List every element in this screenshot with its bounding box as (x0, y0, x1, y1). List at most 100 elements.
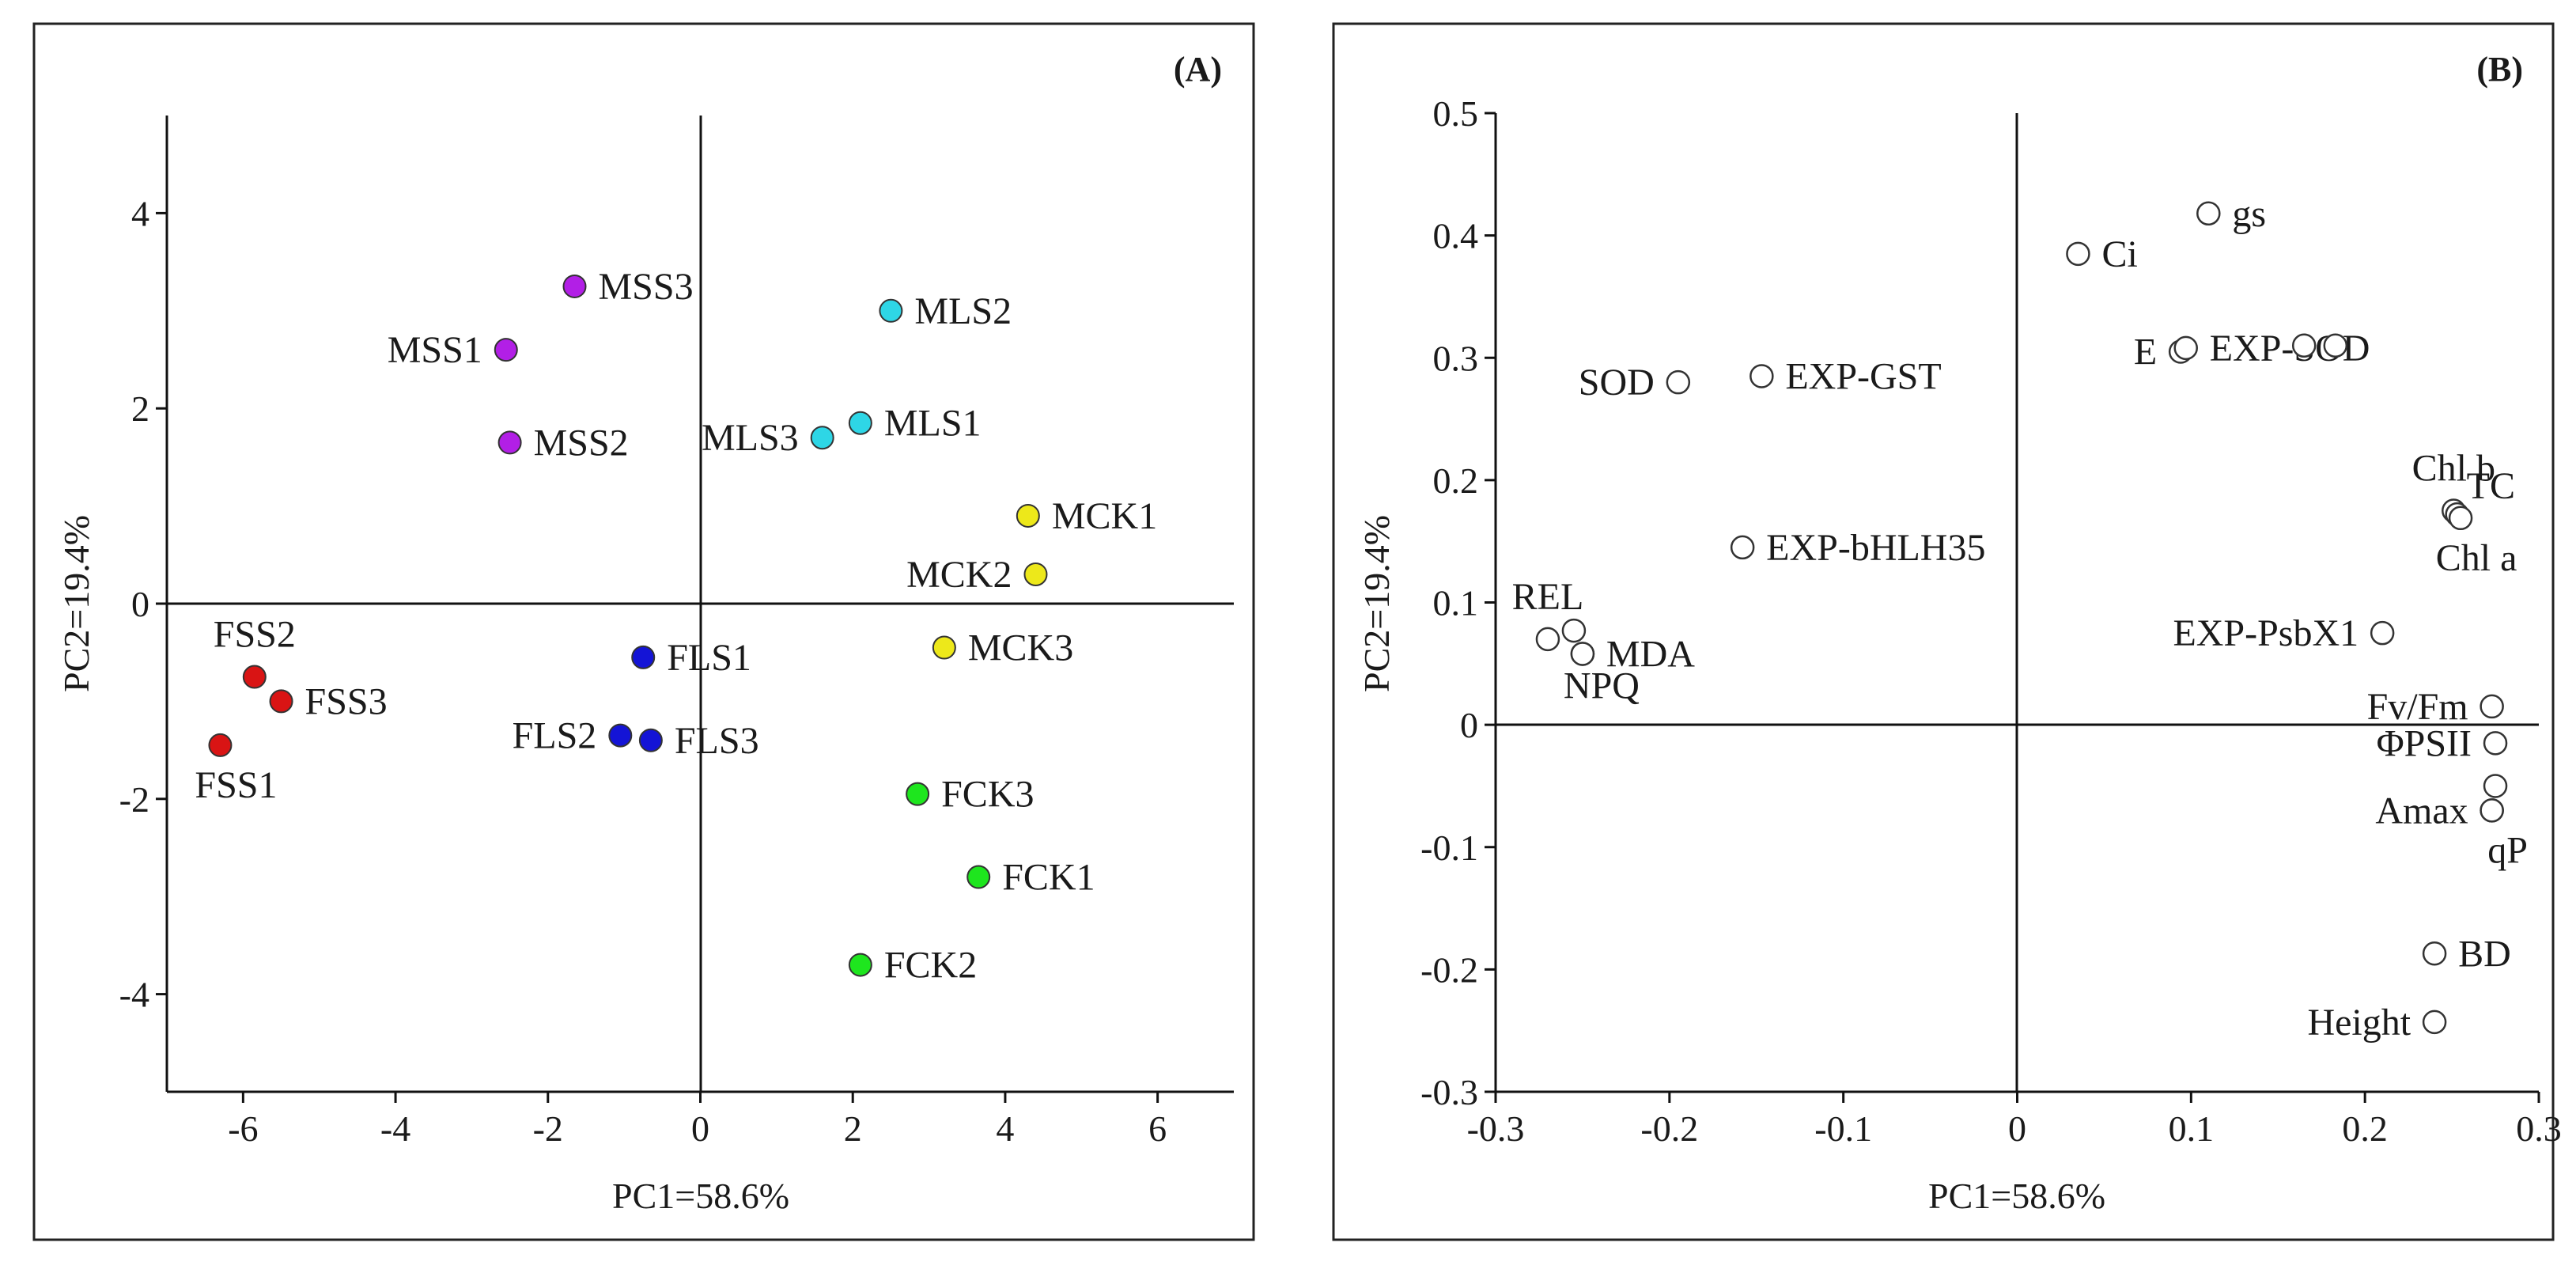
a-point-fck2 (848, 953, 872, 977)
a-point-fss3-label: FSS3 (305, 680, 388, 722)
b-xtick-label: 0 (2008, 1108, 2026, 1149)
a-point-fls2 (608, 723, 633, 748)
b-point-qp (2480, 798, 2504, 823)
a-point-mss2 (497, 430, 522, 455)
b-point-gs-label: gs (2232, 193, 2266, 235)
panel-b-loadings-plot: (B) -0.3 -0.2 -0.1 0 0.1 0.2 0.3 0.50.40.30.20… (1332, 22, 2562, 1241)
a-point-fck3 (906, 782, 930, 806)
a-ytick-label: 0 (131, 584, 149, 624)
b-point-rel (1535, 627, 1560, 652)
panel-a-y-label: PC2=19.4% (56, 515, 96, 692)
panel-a-x-ticks: -6 -4 -2 0 2 4 6 (228, 1092, 1167, 1149)
a-point-mss3 (562, 274, 587, 298)
b-point-bd-label: BD (2458, 933, 2511, 975)
b-point-e-label: E (2134, 331, 2157, 373)
b-ytick-label: -0.2 (1420, 949, 1478, 990)
b-point-unlabeled (1561, 618, 1587, 643)
b-xtick-label: -0.2 (1640, 1108, 1698, 1149)
b-point-psii (2483, 731, 2508, 756)
panel-a-frame (32, 22, 1255, 1241)
b-ytick-label: 0 (1460, 705, 1478, 745)
a-point-fls2-label: FLS2 (513, 715, 597, 757)
a-point-mck1 (1016, 503, 1040, 528)
a-point-mck3-label: MCK3 (968, 627, 1073, 669)
b-xtick-label: -0.1 (1814, 1108, 1872, 1149)
a-point-mls2 (879, 298, 903, 323)
b-point-gs (2196, 201, 2221, 226)
b-point-unlabeled (2323, 333, 2348, 358)
a-point-fls1 (631, 645, 656, 669)
b-point-npq (1570, 642, 1595, 666)
a-point-fls1-label: FLS1 (667, 637, 751, 679)
a-point-mls3-label: MLS3 (702, 417, 799, 459)
panel-b-label: (B) (2476, 50, 2523, 89)
a-point-mls1 (848, 411, 872, 435)
b-point-height (2422, 1010, 2447, 1035)
a-point-mck2-label: MCK2 (906, 554, 1012, 596)
a-xtick-label: -6 (228, 1108, 258, 1149)
b-point-npq-label: NPQ (1564, 665, 1640, 706)
panel-b-x-label: PC1=58.6% (1928, 1176, 2105, 1216)
a-ytick-label: 2 (131, 388, 149, 429)
b-point-ci (2066, 241, 2090, 267)
a-point-fls3-label: FLS3 (675, 720, 759, 762)
b-point-height-label: Height (2307, 1002, 2411, 1044)
b-point-mda-label: MDA (1606, 633, 1695, 675)
a-point-mck1-label: MCK1 (1052, 495, 1157, 537)
panel-a-x-label: PC1=58.6% (612, 1176, 789, 1216)
b-point-bd (2422, 941, 2447, 966)
a-point-fck2-label: FCK2 (884, 945, 977, 987)
panel-a-scores-plot: (A) -6 -4 -2 0 2 4 6 4 2 0 -2 -4 PC1=58.6% PC2=19.… (32, 22, 1255, 1241)
a-point-mss1-label: MSS1 (388, 329, 482, 371)
a-point-mck2 (1023, 562, 1048, 586)
a-point-mls3 (810, 426, 834, 450)
a-point-fck3-label: FCK3 (941, 774, 1034, 816)
b-ytick-label: -0.3 (1420, 1072, 1478, 1112)
a-point-mss3-label: MSS3 (599, 266, 694, 308)
a-xtick-label: 6 (1148, 1108, 1167, 1149)
a-point-mss1 (494, 338, 518, 362)
b-point-unlabeled (2483, 774, 2508, 798)
b-point-rel-label: REL (1512, 576, 1584, 618)
b-ytick-label: 0.4 (1433, 216, 1479, 256)
a-point-fls3 (638, 728, 663, 752)
a-xtick-label: -2 (533, 1108, 563, 1149)
b-point-fv-fm (2480, 694, 2504, 719)
b-point-exp-psbx1 (2370, 620, 2395, 646)
a-point-fss2 (242, 665, 267, 689)
b-point-chl-a-label: Chl a (2436, 537, 2517, 579)
a-point-fck1 (966, 865, 991, 889)
b-point-exp-bhlh35-label: EXP-bHLH35 (1766, 527, 1985, 569)
a-point-mls2-label: MLS2 (914, 290, 1012, 332)
a-xtick-label: 4 (996, 1108, 1014, 1149)
b-xtick-label: 0.2 (2342, 1108, 2388, 1149)
panel-a-y-ticks: 4 2 0 -2 -4 (119, 193, 167, 1015)
panel-b-y-ticks: 0.5 0.4 0.3 0.2 0.1 0 -0.1 -0.2 -0.3 (1420, 93, 1496, 1112)
b-point-sod-label: SOD (1579, 362, 1655, 403)
b-point-sod (1666, 369, 1691, 395)
b-ytick-label: 0.2 (1433, 460, 1479, 501)
b-ytick-label: -0.1 (1420, 828, 1478, 868)
a-point-mck3 (932, 635, 956, 660)
b-xtick-label: 0.3 (2516, 1108, 2562, 1149)
b-point-tc-label: TC (2467, 465, 2515, 507)
b-point-exp-psbx1-label: EXP-PsbX1 (2173, 612, 2358, 654)
b-point-chl-a (2448, 506, 2473, 531)
panel-b-frame (1332, 22, 2555, 1241)
a-xtick-label: -4 (380, 1108, 410, 1149)
b-point-unlabeled (2291, 333, 2317, 358)
a-ytick-label: -2 (119, 779, 149, 820)
b-ytick-label: 0.5 (1433, 93, 1479, 134)
b-ytick-label: 0.3 (1433, 338, 1479, 378)
a-ytick-label: -4 (119, 975, 149, 1015)
b-xtick-label: -0.3 (1467, 1108, 1525, 1149)
b-point-qp-label: qP (2487, 829, 2528, 871)
b-ytick-label: 0.1 (1433, 583, 1479, 623)
b-point-exp-bhlh35 (1730, 535, 1755, 560)
a-xtick-label: 2 (844, 1108, 862, 1149)
a-point-fss1 (208, 733, 233, 757)
b-xtick-label: 0.1 (2169, 1108, 2215, 1149)
panel-b-x-ticks: -0.3 -0.2 -0.1 0 0.1 0.2 0.3 (1467, 1092, 2562, 1149)
